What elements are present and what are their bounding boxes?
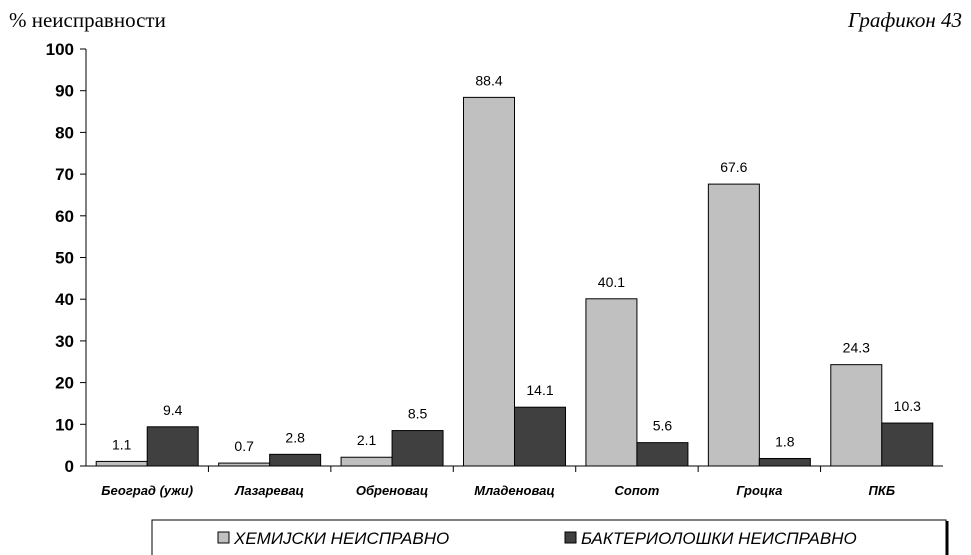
data-label: 2.1 [357,432,377,448]
x-tick-label: Гроцка [736,483,782,498]
bar-bacteriological [269,453,322,467]
data-label: 1.8 [775,433,795,449]
bar-bacteriological [514,406,566,467]
y-tick-label: 70 [55,165,74,184]
x-tick-label: Лазаревац [234,483,304,498]
data-label: 2.8 [285,429,305,445]
data-label: 1.1 [112,436,132,452]
data-label: 67.6 [720,159,747,175]
bar-chemical [463,96,515,467]
bar-chemical [830,364,883,467]
data-label: 10.3 [894,398,921,414]
legend-swatch-chemical [217,531,230,544]
bar-chemical [340,456,393,467]
y-tick-label: 30 [55,332,74,351]
data-label: 0.7 [234,438,254,454]
y-tick-label: 80 [55,123,74,142]
y-tick-label: 50 [55,249,74,268]
bar-bacteriological [146,426,199,467]
x-tick-label: Обреновац [356,483,428,498]
x-tick-label: Београд (ужи) [101,483,193,498]
bar-bacteriological [391,430,444,467]
legend-label-bacteriological: БАКТЕРИОЛОШКИ НЕИСПРАВНО [581,529,857,548]
data-label: 24.3 [843,340,870,356]
bar-bacteriological [758,457,811,467]
x-tick-label: ПКБ [869,483,896,498]
y-tick-label: 60 [55,207,74,226]
data-label: 5.6 [653,418,673,434]
x-tick-label: Младеновац [474,483,555,498]
legend-box [151,519,947,555]
bar-chemical [707,183,760,467]
y-tick-label: 0 [65,457,74,476]
data-label: 88.4 [475,72,502,88]
y-tick-label: 20 [55,374,74,393]
bar-bacteriological [881,422,934,467]
data-label: 8.5 [408,406,428,422]
legend-swatch-bacteriological [564,531,577,544]
y-axis-label: % неисправности [9,8,166,32]
y-tick-label: 40 [55,290,74,309]
y-tick-label: 10 [55,415,74,434]
data-label: 14.1 [526,382,553,398]
data-label: 9.4 [163,402,183,418]
bar-chemical [218,462,271,467]
y-tick-label: 90 [55,82,74,101]
bar-chemical [95,460,148,467]
bar-bacteriological [636,442,689,467]
bar-chemical [585,298,638,467]
legend-label-chemical: ХЕМИЈСКИ НЕИСПРАВНО [233,529,449,548]
data-label: 40.1 [598,274,625,290]
y-tick-label: 100 [46,40,74,59]
x-tick-label: Сопот [615,483,660,498]
chart-title: Графикон 43 [848,8,962,32]
